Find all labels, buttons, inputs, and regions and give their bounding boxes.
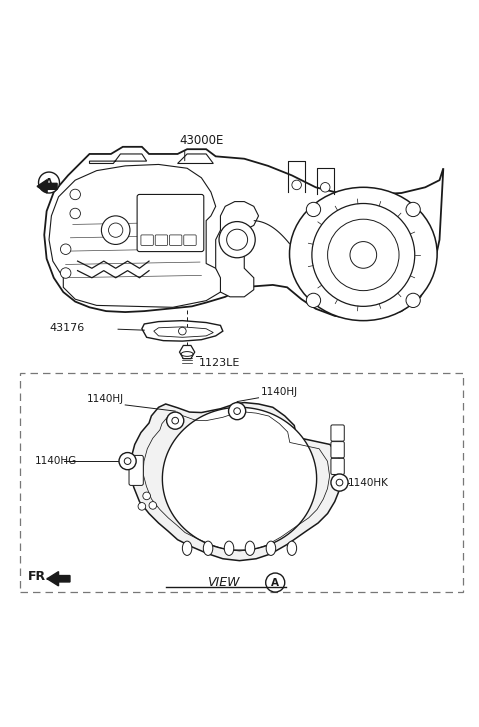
Text: A: A xyxy=(45,177,53,188)
FancyBboxPatch shape xyxy=(141,235,153,246)
Polygon shape xyxy=(154,327,213,337)
Circle shape xyxy=(406,293,420,308)
Circle shape xyxy=(109,223,123,237)
Ellipse shape xyxy=(287,541,297,555)
FancyBboxPatch shape xyxy=(170,235,182,246)
Circle shape xyxy=(102,216,130,244)
Polygon shape xyxy=(162,407,317,550)
Circle shape xyxy=(234,408,240,414)
Text: 43176: 43176 xyxy=(49,323,85,333)
Circle shape xyxy=(179,327,186,335)
Text: 43000E: 43000E xyxy=(179,134,224,147)
FancyBboxPatch shape xyxy=(129,455,143,486)
Circle shape xyxy=(328,220,399,291)
Ellipse shape xyxy=(245,541,255,555)
FancyBboxPatch shape xyxy=(21,373,463,592)
Polygon shape xyxy=(44,147,444,318)
Circle shape xyxy=(172,417,179,424)
Circle shape xyxy=(320,182,330,192)
Polygon shape xyxy=(172,417,307,541)
Ellipse shape xyxy=(266,541,276,555)
Text: A: A xyxy=(271,577,279,587)
Circle shape xyxy=(227,229,248,250)
Polygon shape xyxy=(216,201,259,297)
Ellipse shape xyxy=(289,188,437,321)
Ellipse shape xyxy=(224,541,234,555)
FancyBboxPatch shape xyxy=(184,235,196,246)
Text: 1140HJ: 1140HJ xyxy=(261,387,298,397)
Ellipse shape xyxy=(181,352,193,356)
Circle shape xyxy=(292,180,301,190)
Polygon shape xyxy=(47,571,70,586)
Text: 1140HJ: 1140HJ xyxy=(87,394,124,404)
Circle shape xyxy=(38,172,59,193)
Circle shape xyxy=(70,208,80,219)
FancyBboxPatch shape xyxy=(331,458,344,475)
Circle shape xyxy=(331,474,348,491)
Polygon shape xyxy=(37,180,57,193)
Circle shape xyxy=(167,412,184,429)
Circle shape xyxy=(219,222,255,258)
Circle shape xyxy=(307,202,320,217)
Circle shape xyxy=(228,403,246,419)
Text: 1140HG: 1140HG xyxy=(34,456,77,466)
FancyBboxPatch shape xyxy=(331,425,344,441)
Circle shape xyxy=(336,479,343,486)
Text: 1123LE: 1123LE xyxy=(199,358,240,368)
Text: FR.: FR. xyxy=(28,571,51,583)
Circle shape xyxy=(138,502,146,510)
Circle shape xyxy=(143,492,150,499)
Text: VIEW: VIEW xyxy=(207,576,240,589)
Ellipse shape xyxy=(182,541,192,555)
Circle shape xyxy=(266,573,285,592)
Polygon shape xyxy=(178,154,213,164)
Circle shape xyxy=(149,502,157,509)
Circle shape xyxy=(124,458,131,465)
Circle shape xyxy=(60,268,71,278)
Ellipse shape xyxy=(203,541,213,555)
Circle shape xyxy=(406,202,420,217)
Circle shape xyxy=(119,452,136,470)
Polygon shape xyxy=(130,403,342,561)
Circle shape xyxy=(60,244,71,254)
Circle shape xyxy=(350,241,376,268)
Polygon shape xyxy=(49,164,223,308)
Circle shape xyxy=(307,293,320,308)
Text: 1140HK: 1140HK xyxy=(348,478,389,488)
Circle shape xyxy=(70,189,80,200)
FancyBboxPatch shape xyxy=(331,441,344,458)
FancyBboxPatch shape xyxy=(137,194,204,252)
FancyBboxPatch shape xyxy=(155,235,168,246)
Polygon shape xyxy=(90,154,147,164)
Polygon shape xyxy=(142,321,223,341)
Circle shape xyxy=(312,204,415,306)
